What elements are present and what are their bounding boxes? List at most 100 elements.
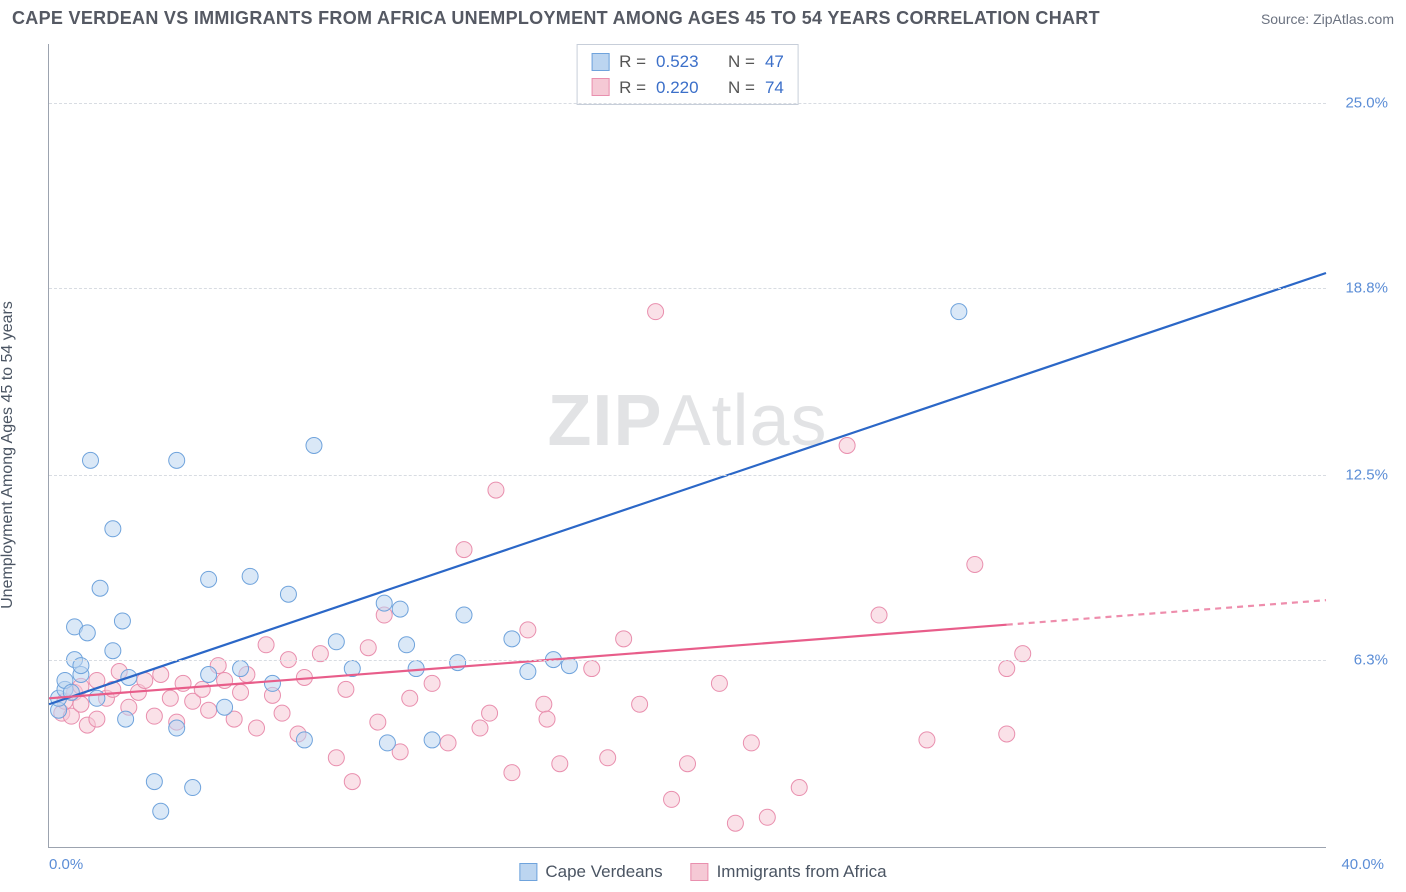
data-point [194, 681, 210, 697]
data-point [344, 774, 360, 790]
data-point [233, 684, 249, 700]
gridline [49, 103, 1326, 104]
data-point [376, 595, 392, 611]
data-point [664, 791, 680, 807]
stat-r-value: 0.523 [656, 49, 699, 75]
data-point [504, 765, 520, 781]
data-point [632, 696, 648, 712]
stat-n-value: 47 [765, 49, 784, 75]
data-point [456, 607, 472, 623]
data-point [999, 726, 1015, 742]
plot-area: ZIPAtlas R =0.523 N =47R =0.220 N =74 6.… [48, 44, 1326, 848]
data-point [482, 705, 498, 721]
data-point [146, 774, 162, 790]
stat-n-value: 74 [765, 75, 784, 101]
data-point [201, 667, 217, 683]
gridline [49, 660, 1326, 661]
series-swatch [591, 53, 609, 71]
data-point [201, 571, 217, 587]
data-point [871, 607, 887, 623]
series-swatch [519, 863, 537, 881]
y-tick-label: 12.5% [1345, 467, 1388, 484]
x-tick-label: 0.0% [49, 856, 83, 873]
gridline [49, 288, 1326, 289]
data-point [999, 661, 1015, 677]
data-point [105, 643, 121, 659]
data-point [520, 664, 536, 680]
data-point [456, 542, 472, 558]
data-point [306, 438, 322, 454]
data-point [360, 640, 376, 656]
data-point [424, 675, 440, 691]
y-axis-label: Unemployment Among Ages 45 to 54 years [0, 301, 17, 609]
legend-label: Immigrants from Africa [717, 862, 887, 882]
data-point [536, 696, 552, 712]
data-point [616, 631, 632, 647]
y-tick-label: 6.3% [1354, 651, 1388, 668]
stat-r-label: R = [619, 75, 646, 101]
legend-item: Cape Verdeans [519, 862, 662, 882]
data-point [89, 711, 105, 727]
data-point [370, 714, 386, 730]
x-tick-label: 40.0% [1341, 856, 1384, 873]
data-point [169, 452, 185, 468]
data-point [759, 809, 775, 825]
data-point [648, 304, 664, 320]
data-point [114, 613, 130, 629]
data-point [919, 732, 935, 748]
data-point [296, 732, 312, 748]
chart-container: ZIPAtlas R =0.523 N =47R =0.220 N =74 6.… [48, 44, 1326, 848]
data-point [600, 750, 616, 766]
data-point [89, 690, 105, 706]
trend-line-extrapolated [1007, 600, 1326, 625]
data-point [951, 304, 967, 320]
data-point [264, 675, 280, 691]
stat-r-label: R = [619, 49, 646, 75]
source-attribution: Source: ZipAtlas.com [1261, 11, 1394, 27]
data-point [338, 681, 354, 697]
data-point [79, 625, 95, 641]
gridline [49, 475, 1326, 476]
stats-row: R = 0.220 N = 74 [591, 75, 784, 101]
data-point [539, 711, 555, 727]
series-swatch [691, 863, 709, 881]
data-point [280, 586, 296, 602]
correlation-stats-box: R = 0.523 N = 47 R = 0.220 N = 74 [576, 44, 799, 105]
stat-n-label: N = [728, 75, 755, 101]
stat-r-value: 0.220 [656, 75, 699, 101]
data-point [217, 699, 233, 715]
data-point [680, 756, 696, 772]
data-point [791, 780, 807, 796]
series-swatch [591, 78, 609, 96]
legend-item: Immigrants from Africa [691, 862, 887, 882]
data-point [711, 675, 727, 691]
data-point [169, 720, 185, 736]
y-tick-label: 18.8% [1345, 279, 1388, 296]
data-point [967, 556, 983, 572]
data-point [399, 637, 415, 653]
data-point [249, 720, 265, 736]
data-point [552, 756, 568, 772]
data-point [520, 622, 536, 638]
data-point [185, 780, 201, 796]
data-point [274, 705, 290, 721]
stats-row: R = 0.523 N = 47 [591, 49, 784, 75]
data-point [392, 601, 408, 617]
scatter-plot [49, 44, 1326, 847]
y-tick-label: 25.0% [1345, 95, 1388, 112]
data-point [92, 580, 108, 596]
data-point [504, 631, 520, 647]
stat-n-label: N = [728, 49, 755, 75]
data-point [233, 661, 249, 677]
data-point [242, 568, 258, 584]
data-point [258, 637, 274, 653]
data-point [424, 732, 440, 748]
trend-line [49, 273, 1326, 704]
data-point [727, 815, 743, 831]
data-point [584, 661, 600, 677]
data-point [440, 735, 456, 751]
data-point [153, 803, 169, 819]
data-point [146, 708, 162, 724]
data-point [105, 521, 121, 537]
data-point [328, 634, 344, 650]
